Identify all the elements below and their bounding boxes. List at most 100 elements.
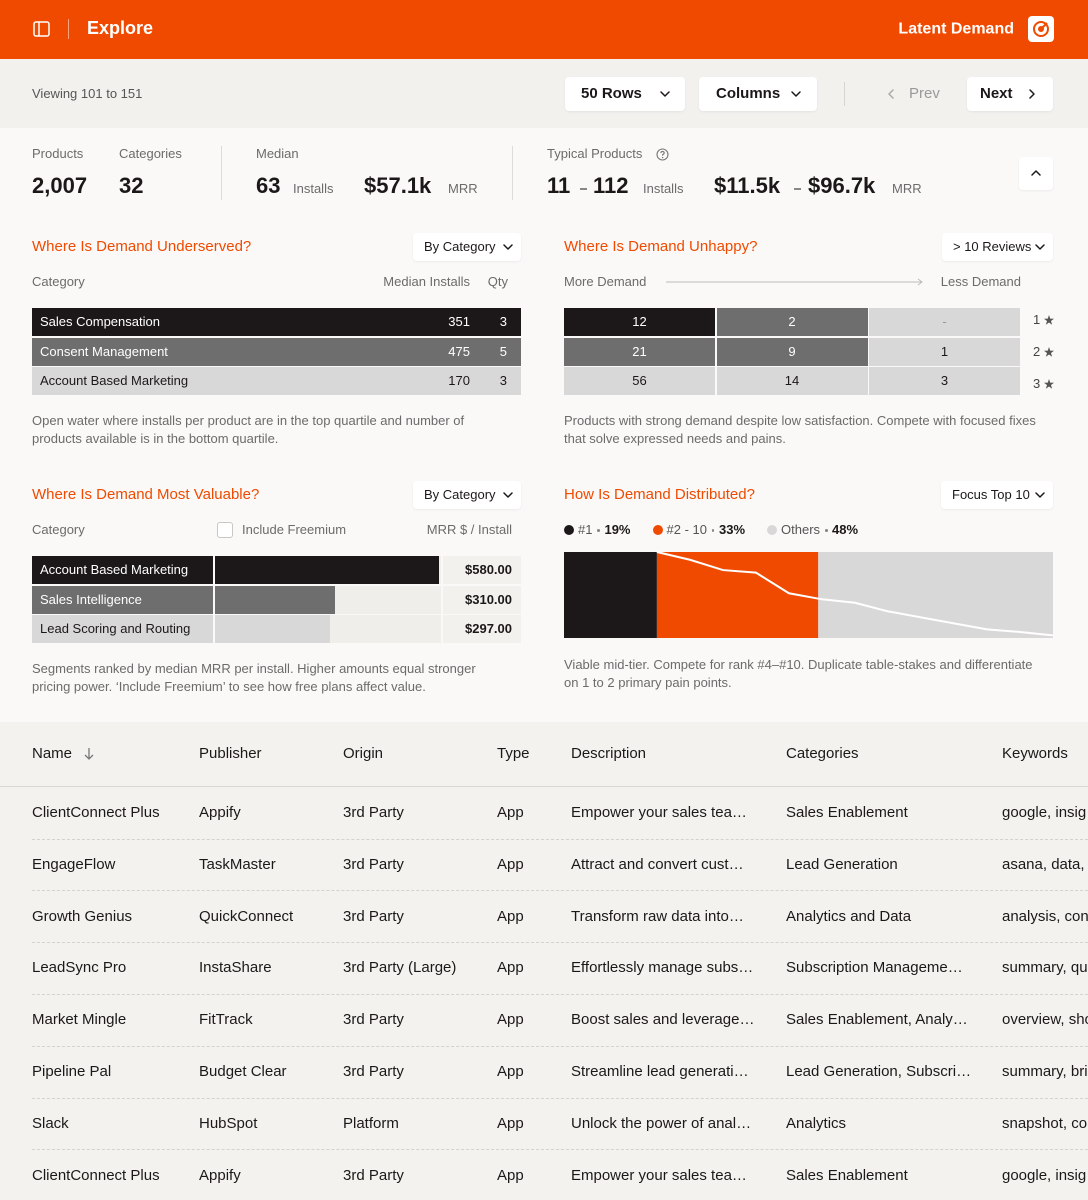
chevron xyxy=(1031,170,1041,176)
table-cell: 3rd Party xyxy=(343,907,404,925)
table-cell: ClientConnect Plus xyxy=(32,804,160,821)
value-bar xyxy=(215,585,335,614)
cell-value: 9 xyxy=(788,343,796,359)
stat-divider xyxy=(221,146,222,200)
star-shape xyxy=(1044,315,1054,325)
stat-label: Categories xyxy=(119,146,182,162)
column-header[interactable]: Publisher xyxy=(199,745,262,762)
table-cell: App xyxy=(497,1166,524,1184)
help-icon xyxy=(656,148,669,161)
stat-label: Median xyxy=(256,146,299,162)
column-header[interactable]: Name xyxy=(32,745,73,762)
cell-value: 14 xyxy=(784,372,800,388)
row-installs: 351 xyxy=(448,314,470,330)
table-cell: 3rd Party xyxy=(343,804,404,821)
table-cell: LeadSync Pro xyxy=(32,959,127,977)
panel-title: How Is Demand Distributed? xyxy=(564,486,755,503)
sort-arrow xyxy=(84,748,94,760)
table-cell: 3rd Party xyxy=(343,855,404,873)
value-cell xyxy=(443,556,521,584)
category-row xyxy=(32,308,521,336)
stat-value: $96.7k xyxy=(808,172,876,198)
column-header[interactable]: Keywords xyxy=(1002,745,1068,762)
stat-value: 11 xyxy=(547,172,571,198)
logo[interactable] xyxy=(1028,16,1054,42)
legend-name: Others xyxy=(781,522,821,538)
collapse-button[interactable] xyxy=(1019,157,1053,190)
freemium-checkbox[interactable] xyxy=(217,522,233,538)
header-divider xyxy=(0,786,1088,787)
cell-value: 2 xyxy=(788,314,796,330)
chevron-shape xyxy=(1035,244,1045,250)
column-header[interactable]: Categories xyxy=(786,745,859,762)
row-name: Consent Management xyxy=(40,343,168,359)
next-button[interactable] xyxy=(967,77,1053,111)
star-rating: 3 xyxy=(1033,376,1041,392)
row-name: Sales Compensation xyxy=(40,314,160,330)
demand-curve xyxy=(656,551,1054,637)
filter-dropdown[interactable] xyxy=(413,481,521,509)
table-cell: Sales Enablement, Analy… xyxy=(786,1011,968,1029)
viewing-range: Viewing 101 to 151 xyxy=(32,86,143,102)
cell-value: - xyxy=(942,314,947,330)
column-header[interactable]: Type xyxy=(497,745,530,762)
row-installs: 475 xyxy=(448,343,470,359)
value-bar xyxy=(215,556,439,584)
star-icon xyxy=(1044,379,1054,389)
table-cell: App xyxy=(497,1011,524,1029)
rows-button[interactable] xyxy=(565,77,685,111)
heat-cell xyxy=(869,308,1020,336)
table-cell: Growth Genius xyxy=(32,907,133,925)
help-dot xyxy=(661,156,664,159)
row-divider xyxy=(32,1045,1088,1047)
stat-divider xyxy=(512,146,513,200)
chevron xyxy=(660,91,670,97)
row-name: Lead Scoring and Routing xyxy=(40,620,191,636)
row-installs: 170 xyxy=(448,372,470,388)
axis-start: More Demand xyxy=(564,274,647,290)
row-divider xyxy=(32,942,1088,944)
row-qty: 3 xyxy=(499,372,507,388)
stat-value: $11.5k xyxy=(714,172,781,198)
chevron-shape xyxy=(1031,170,1041,176)
stat-value: 112 xyxy=(593,172,629,198)
chevron-shape xyxy=(1029,89,1035,99)
filter-label: By Category xyxy=(424,239,496,255)
chevron xyxy=(791,91,801,97)
filter-dropdown[interactable] xyxy=(941,481,1053,509)
toolbar-bg xyxy=(0,59,1088,128)
table-cell: App xyxy=(497,907,524,925)
stat-unit: MRR xyxy=(892,181,922,197)
table-cell: Appify xyxy=(199,804,241,821)
row-qty: 5 xyxy=(499,343,507,359)
range-dash xyxy=(580,188,587,190)
column-header[interactable]: Description xyxy=(571,745,647,762)
legend-separator xyxy=(597,529,600,532)
table-cell: FitTrack xyxy=(199,1011,253,1029)
category-cell xyxy=(32,556,213,584)
table-cell: snapshot, co xyxy=(1002,1114,1088,1132)
filter-dropdown[interactable] xyxy=(942,233,1053,261)
star-icon xyxy=(1044,347,1054,357)
row-divider xyxy=(32,993,1088,995)
heat-cell xyxy=(869,366,1020,395)
column-header: Qty xyxy=(487,274,508,290)
panel-title: Where Is Demand Most Valuable? xyxy=(32,486,260,503)
sidebar-icon[interactable] xyxy=(33,21,50,37)
category-row xyxy=(32,337,521,366)
legend-dot xyxy=(564,525,574,535)
chevron-shape xyxy=(791,91,801,97)
column-header[interactable]: Origin xyxy=(343,745,384,762)
value-label: $310.00 xyxy=(465,591,512,607)
table-bg xyxy=(0,722,1088,1200)
table-cell: App xyxy=(497,1114,524,1132)
stat-value: 63 xyxy=(256,172,281,198)
filter-dropdown[interactable] xyxy=(413,233,521,261)
star-icon xyxy=(1044,315,1054,325)
row-divider xyxy=(32,1149,1088,1151)
header-divider xyxy=(68,19,69,39)
table-cell: Appify xyxy=(199,1166,241,1184)
table-cell: Sales Enablement xyxy=(786,1166,908,1184)
demand-arrow xyxy=(666,278,923,286)
